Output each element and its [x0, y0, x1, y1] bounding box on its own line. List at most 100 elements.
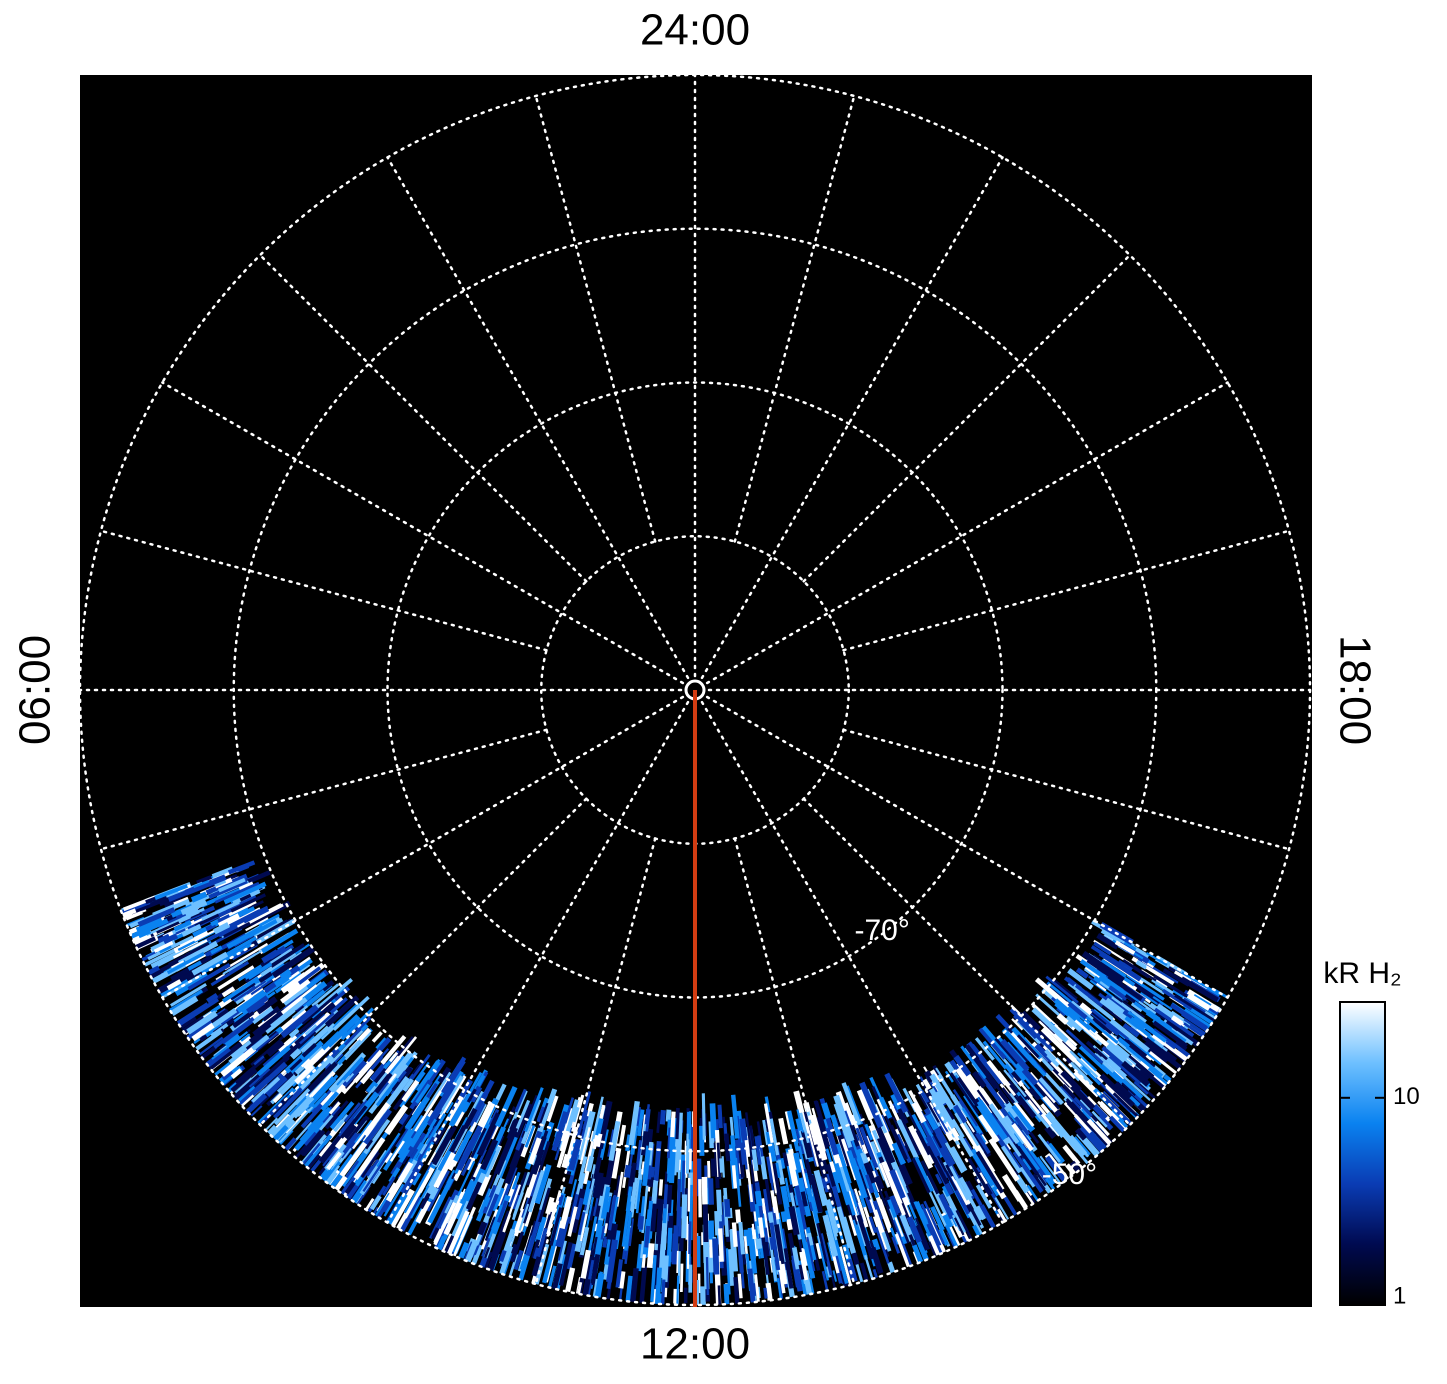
emission-pixel — [1038, 1020, 1073, 1054]
emission-pixel — [193, 879, 210, 889]
emission-pixel — [878, 1096, 893, 1119]
emission-pixel — [536, 1227, 548, 1258]
emission-pixel — [345, 1116, 368, 1143]
emission-pixel — [534, 1164, 552, 1205]
emission-pixel — [260, 928, 299, 954]
emission-pixel — [427, 1177, 454, 1224]
emission-pixel — [621, 1209, 630, 1247]
emission-pixel — [296, 965, 316, 981]
emission-pixel — [313, 1120, 325, 1134]
emission-pixel — [698, 1179, 702, 1218]
emission-pixel — [361, 1108, 393, 1149]
emission-pixel — [1056, 1013, 1069, 1025]
emission-pixel — [1152, 1020, 1189, 1049]
emission-pixel — [1016, 1034, 1040, 1059]
emission-pixel — [183, 940, 219, 963]
emission-pixel — [263, 1117, 278, 1133]
meridian-line — [802, 253, 1132, 583]
emission-pixel — [935, 1152, 958, 1191]
emission-pixel — [397, 1114, 425, 1155]
emission-pixel — [270, 997, 308, 1029]
emission-pixel — [976, 1070, 1007, 1109]
emission-pixel — [125, 910, 143, 921]
emission-pixel — [859, 1194, 867, 1209]
emission-pixel — [1031, 1007, 1069, 1043]
emission-pixel — [433, 1201, 457, 1246]
emission-pixel — [336, 1056, 365, 1087]
emission-pixel — [1086, 1118, 1116, 1150]
emission-pixel — [329, 1101, 355, 1130]
emission-pixel — [470, 1127, 487, 1159]
emission-pixel — [502, 1184, 522, 1232]
emission-pixel — [261, 949, 280, 964]
emission-pixel — [545, 1196, 555, 1215]
emission-pixel — [283, 1090, 313, 1121]
emission-pixel — [780, 1185, 792, 1220]
emission-pixel — [289, 951, 303, 962]
emission-pixel — [1017, 1014, 1046, 1044]
emission-pixel — [369, 1195, 382, 1211]
emission-pixel — [674, 1107, 680, 1140]
emission-pixel — [591, 1096, 604, 1142]
emission-pixel — [914, 1156, 934, 1192]
local-time-label: 06:00 — [11, 635, 60, 745]
emission-pixel — [1047, 1065, 1074, 1094]
emission-pixel — [970, 1188, 983, 1207]
emission-pixel — [681, 1194, 688, 1239]
emission-pixel — [705, 1257, 709, 1295]
emission-pixel — [567, 1206, 578, 1237]
emission-pixel — [1002, 1195, 1019, 1218]
emission-pixel — [1079, 1002, 1094, 1016]
emission-pixel — [302, 989, 326, 1009]
emission-pixel — [724, 1198, 731, 1217]
emission-pixel — [652, 1180, 659, 1204]
emission-pixel — [1145, 1039, 1188, 1074]
emission-pixel — [279, 944, 295, 956]
emission-pixel — [551, 1111, 569, 1152]
emission-pixel — [289, 1048, 302, 1060]
emission-pixel — [1075, 988, 1114, 1021]
emission-pixel — [580, 1115, 590, 1140]
emission-pixel — [242, 906, 270, 924]
emission-pixel — [262, 1055, 290, 1081]
emission-pixel — [274, 1088, 311, 1126]
emission-pixel — [928, 1235, 942, 1259]
emission-pixel — [401, 1079, 420, 1103]
emission-pixel — [923, 1181, 947, 1227]
emission-pixel — [251, 1034, 270, 1051]
emission-pixel — [1000, 1145, 1022, 1174]
emission-pixel — [174, 972, 210, 997]
emission-pixel — [1096, 933, 1119, 950]
emission-pixel — [1092, 1017, 1113, 1035]
emission-pixel — [546, 1095, 559, 1122]
emission-pixel — [428, 1186, 439, 1200]
emission-pixel — [990, 1064, 1017, 1097]
emission-pixel — [594, 1117, 604, 1136]
emission-pixel — [298, 1054, 335, 1090]
emission-pixel — [826, 1173, 833, 1189]
emission-pixel — [579, 1226, 590, 1256]
emission-pixel — [935, 1090, 947, 1105]
emission-pixel — [670, 1111, 676, 1138]
emission-pixel — [872, 1268, 879, 1280]
emission-pixel — [203, 963, 231, 982]
emission-pixel — [206, 992, 219, 1004]
emission-pixel — [205, 873, 248, 895]
emission-pixel — [641, 1254, 646, 1268]
emission-pixel — [642, 1145, 649, 1184]
emission-pixel — [676, 1275, 680, 1305]
emission-pixel — [557, 1131, 571, 1165]
emission-pixel — [476, 1112, 502, 1157]
emission-pixel — [833, 1162, 851, 1206]
emission-pixel — [230, 1068, 243, 1080]
emission-pixel — [681, 1160, 686, 1198]
emission-pixel — [165, 989, 204, 1015]
emission-pixel — [559, 1196, 573, 1230]
emission-pixel — [777, 1212, 786, 1251]
emission-pixel — [974, 1144, 996, 1174]
emission-pixel — [279, 968, 292, 980]
emission-pixel — [271, 946, 315, 979]
meridian-line — [733, 94, 856, 543]
emission-pixel — [477, 1221, 488, 1236]
emission-pixel — [916, 1201, 929, 1225]
